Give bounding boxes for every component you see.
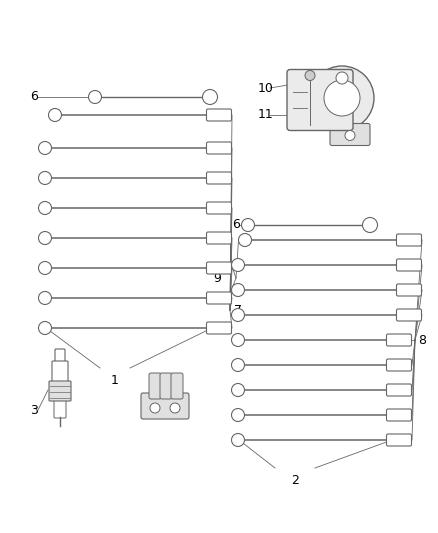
- Text: 6: 6: [232, 219, 240, 231]
- Text: 10: 10: [258, 82, 274, 94]
- Circle shape: [232, 408, 244, 422]
- FancyBboxPatch shape: [206, 322, 232, 334]
- FancyBboxPatch shape: [206, 172, 232, 184]
- Circle shape: [202, 90, 218, 104]
- Text: 9: 9: [213, 271, 221, 285]
- Circle shape: [232, 334, 244, 346]
- FancyBboxPatch shape: [55, 349, 65, 366]
- Circle shape: [39, 321, 52, 335]
- Circle shape: [241, 219, 254, 231]
- FancyBboxPatch shape: [386, 359, 411, 371]
- Circle shape: [88, 91, 102, 103]
- Circle shape: [232, 284, 244, 296]
- Circle shape: [336, 72, 348, 84]
- FancyBboxPatch shape: [386, 334, 411, 346]
- Text: 11: 11: [258, 109, 274, 122]
- Text: 3: 3: [30, 403, 38, 416]
- FancyBboxPatch shape: [54, 396, 66, 418]
- Circle shape: [39, 262, 52, 274]
- Circle shape: [39, 201, 52, 214]
- FancyBboxPatch shape: [49, 381, 71, 401]
- FancyBboxPatch shape: [206, 232, 232, 244]
- Circle shape: [39, 231, 52, 245]
- Circle shape: [363, 217, 378, 232]
- FancyBboxPatch shape: [396, 259, 421, 271]
- Circle shape: [39, 172, 52, 184]
- FancyBboxPatch shape: [396, 309, 421, 321]
- FancyBboxPatch shape: [386, 384, 411, 396]
- FancyBboxPatch shape: [141, 393, 189, 419]
- FancyBboxPatch shape: [206, 262, 232, 274]
- FancyBboxPatch shape: [149, 373, 161, 399]
- Circle shape: [39, 141, 52, 155]
- FancyBboxPatch shape: [396, 284, 421, 296]
- Text: 4: 4: [175, 403, 183, 416]
- FancyBboxPatch shape: [171, 373, 183, 399]
- Circle shape: [232, 384, 244, 397]
- FancyBboxPatch shape: [206, 109, 232, 121]
- FancyBboxPatch shape: [396, 234, 421, 246]
- Circle shape: [232, 259, 244, 271]
- FancyBboxPatch shape: [386, 434, 411, 446]
- Circle shape: [150, 403, 160, 413]
- FancyBboxPatch shape: [206, 142, 232, 154]
- FancyBboxPatch shape: [52, 361, 68, 388]
- Text: 6: 6: [30, 91, 38, 103]
- Circle shape: [345, 131, 355, 141]
- Circle shape: [305, 70, 315, 80]
- Text: 2: 2: [291, 474, 299, 487]
- Text: 8: 8: [418, 334, 426, 346]
- Text: 1: 1: [111, 374, 119, 387]
- Circle shape: [324, 80, 360, 116]
- FancyBboxPatch shape: [386, 409, 411, 421]
- Circle shape: [39, 292, 52, 304]
- Text: 7: 7: [234, 303, 242, 317]
- Circle shape: [232, 359, 244, 372]
- FancyBboxPatch shape: [330, 124, 370, 146]
- Circle shape: [232, 433, 244, 447]
- Circle shape: [232, 309, 244, 321]
- FancyBboxPatch shape: [160, 373, 172, 399]
- FancyBboxPatch shape: [287, 69, 353, 131]
- Circle shape: [239, 233, 251, 246]
- FancyBboxPatch shape: [206, 292, 232, 304]
- Circle shape: [49, 109, 61, 122]
- Circle shape: [170, 403, 180, 413]
- Circle shape: [310, 66, 374, 130]
- FancyBboxPatch shape: [206, 202, 232, 214]
